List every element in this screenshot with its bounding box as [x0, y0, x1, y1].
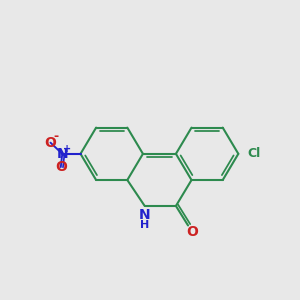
Text: N: N [139, 208, 151, 222]
Text: O: O [55, 160, 67, 174]
Text: Cl: Cl [247, 147, 260, 160]
Text: +: + [64, 143, 72, 154]
Text: O: O [44, 136, 56, 150]
Text: N: N [56, 147, 68, 161]
Text: H: H [140, 220, 149, 230]
Text: -: - [54, 130, 59, 143]
Text: O: O [187, 225, 198, 239]
